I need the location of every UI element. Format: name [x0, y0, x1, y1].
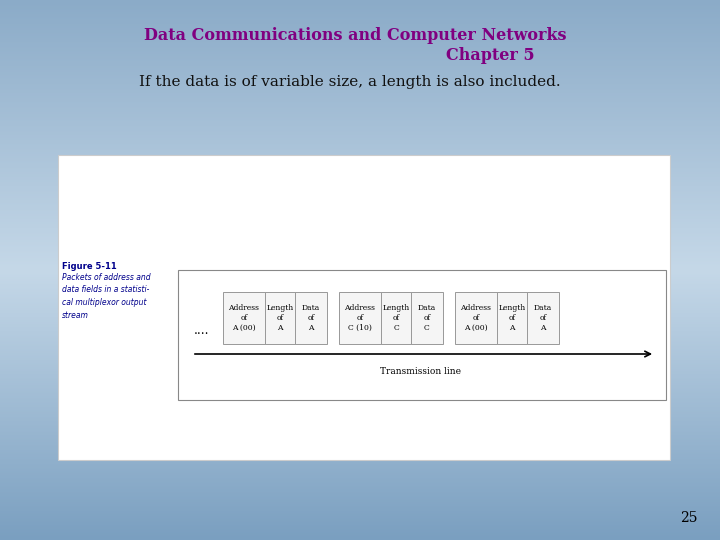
Text: Length
of
C: Length of C: [382, 304, 410, 332]
Text: Data
of
A: Data of A: [302, 304, 320, 332]
Bar: [411, 292, 443, 344]
Text: Transmission line: Transmission line: [379, 367, 461, 376]
Text: Length
of
A: Length of A: [266, 304, 294, 332]
Text: Data
of
C: Data of C: [418, 304, 436, 332]
Text: ....: ....: [194, 323, 210, 336]
Bar: [265, 292, 295, 344]
Bar: [223, 292, 265, 344]
Bar: [178, 270, 666, 400]
Text: Chapter 5: Chapter 5: [446, 48, 534, 64]
Text: Packets of address and
data fields in a statisti-
cal multiplexor output
stream: Packets of address and data fields in a …: [62, 273, 150, 320]
Text: Data Communications and Computer Networks: Data Communications and Computer Network…: [144, 26, 566, 44]
Bar: [381, 292, 411, 344]
Text: If the data is of variable size, a length is also included.: If the data is of variable size, a lengt…: [139, 75, 561, 89]
Text: Length
of
A: Length of A: [498, 304, 526, 332]
Bar: [339, 292, 381, 344]
Bar: [527, 292, 559, 344]
Text: Figure 5-11: Figure 5-11: [62, 262, 117, 271]
Bar: [455, 292, 497, 344]
Bar: [497, 292, 527, 344]
Bar: [58, 155, 670, 460]
Bar: [295, 292, 327, 344]
Text: Address
of
A (00): Address of A (00): [461, 304, 492, 332]
Text: Data
of
A: Data of A: [534, 304, 552, 332]
Text: Address
of
A (00): Address of A (00): [228, 304, 259, 332]
Text: 25: 25: [680, 511, 698, 525]
Text: Address
of
C (10): Address of C (10): [344, 304, 376, 332]
